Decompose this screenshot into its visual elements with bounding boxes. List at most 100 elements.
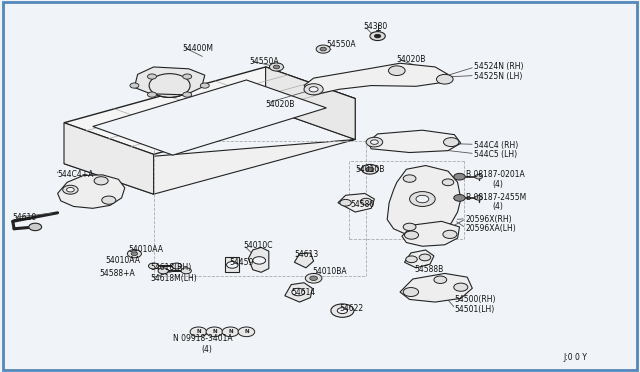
Text: 54010AA: 54010AA (128, 245, 163, 254)
Circle shape (362, 164, 378, 174)
Polygon shape (400, 273, 472, 302)
Circle shape (206, 327, 223, 337)
Text: 54500(RH): 54500(RH) (454, 295, 496, 304)
Text: B 08187-2455M: B 08187-2455M (466, 193, 526, 202)
Circle shape (183, 74, 192, 79)
Circle shape (475, 196, 483, 200)
Text: 54622: 54622 (339, 304, 364, 313)
Polygon shape (402, 221, 460, 246)
Text: 54400M: 54400M (182, 44, 213, 53)
Circle shape (159, 80, 180, 92)
Circle shape (366, 137, 383, 147)
Circle shape (190, 327, 207, 337)
Circle shape (273, 65, 280, 69)
Text: 54610: 54610 (13, 213, 37, 222)
Circle shape (374, 34, 381, 38)
Circle shape (331, 304, 354, 317)
Circle shape (454, 173, 465, 180)
Circle shape (158, 268, 168, 274)
Text: (4): (4) (493, 202, 504, 211)
Circle shape (238, 327, 255, 337)
Text: 54588B: 54588B (415, 265, 444, 274)
Circle shape (320, 47, 326, 51)
Circle shape (63, 185, 78, 194)
Text: 54010C: 54010C (243, 241, 273, 250)
Circle shape (419, 254, 431, 261)
Polygon shape (285, 283, 312, 302)
Circle shape (148, 92, 157, 97)
Text: 20596XA(LH): 20596XA(LH) (466, 224, 516, 233)
Polygon shape (134, 67, 205, 95)
Circle shape (416, 195, 429, 203)
Circle shape (292, 288, 305, 296)
Circle shape (370, 32, 385, 41)
Circle shape (94, 177, 108, 185)
Polygon shape (338, 193, 374, 212)
Circle shape (29, 223, 42, 231)
Text: B 08187-0201A: B 08187-0201A (466, 170, 525, 179)
Circle shape (371, 140, 378, 144)
Text: 20596X(RH): 20596X(RH) (466, 215, 513, 224)
Circle shape (406, 256, 417, 263)
Text: (4): (4) (493, 180, 504, 189)
Circle shape (304, 84, 323, 95)
Polygon shape (58, 175, 125, 208)
Circle shape (309, 87, 318, 92)
Text: 54380: 54380 (364, 22, 388, 31)
Text: 54524N (RH): 54524N (RH) (474, 62, 523, 71)
Circle shape (148, 263, 159, 269)
Circle shape (366, 167, 374, 171)
Circle shape (227, 262, 238, 268)
Text: 54618(RH): 54618(RH) (150, 263, 191, 272)
Circle shape (454, 195, 465, 201)
Polygon shape (294, 253, 314, 268)
Circle shape (67, 187, 74, 192)
Text: N: N (212, 329, 217, 334)
Polygon shape (304, 63, 448, 95)
Circle shape (131, 252, 138, 256)
Circle shape (443, 230, 457, 238)
Circle shape (183, 92, 192, 97)
Circle shape (305, 273, 322, 283)
Text: N: N (228, 329, 233, 334)
Polygon shape (248, 247, 269, 272)
Polygon shape (225, 257, 239, 272)
Circle shape (442, 179, 454, 186)
Text: N 09918-3401A: N 09918-3401A (173, 334, 232, 343)
Text: 54550A: 54550A (326, 40, 356, 49)
Circle shape (410, 192, 435, 206)
Text: 54550A: 54550A (250, 57, 279, 66)
Circle shape (360, 198, 372, 205)
Polygon shape (404, 250, 434, 268)
Circle shape (149, 74, 190, 97)
Polygon shape (64, 123, 154, 194)
Circle shape (434, 276, 447, 283)
Polygon shape (64, 67, 355, 154)
Circle shape (454, 283, 468, 291)
Text: 54010BA: 54010BA (312, 267, 347, 276)
Circle shape (310, 276, 317, 280)
Polygon shape (387, 166, 461, 236)
Text: 544C4+A: 544C4+A (58, 170, 94, 179)
Text: 54614: 54614 (291, 288, 316, 296)
Text: 54020B: 54020B (397, 55, 426, 64)
Circle shape (102, 196, 116, 204)
Polygon shape (266, 67, 355, 140)
Text: N: N (244, 329, 249, 334)
Circle shape (444, 138, 459, 147)
Circle shape (388, 66, 405, 76)
Circle shape (148, 74, 157, 79)
Text: 544C4 (RH): 544C4 (RH) (474, 141, 518, 150)
Text: J:0 0 Y: J:0 0 Y (563, 353, 587, 362)
Circle shape (222, 327, 239, 337)
Text: 54020B: 54020B (266, 100, 295, 109)
Circle shape (181, 268, 191, 274)
Circle shape (130, 83, 139, 88)
Text: 54580: 54580 (351, 200, 375, 209)
Text: 54525N (LH): 54525N (LH) (474, 72, 522, 81)
Circle shape (316, 45, 330, 53)
Polygon shape (368, 130, 461, 153)
Circle shape (253, 257, 266, 264)
Circle shape (127, 250, 141, 258)
Circle shape (200, 83, 209, 88)
